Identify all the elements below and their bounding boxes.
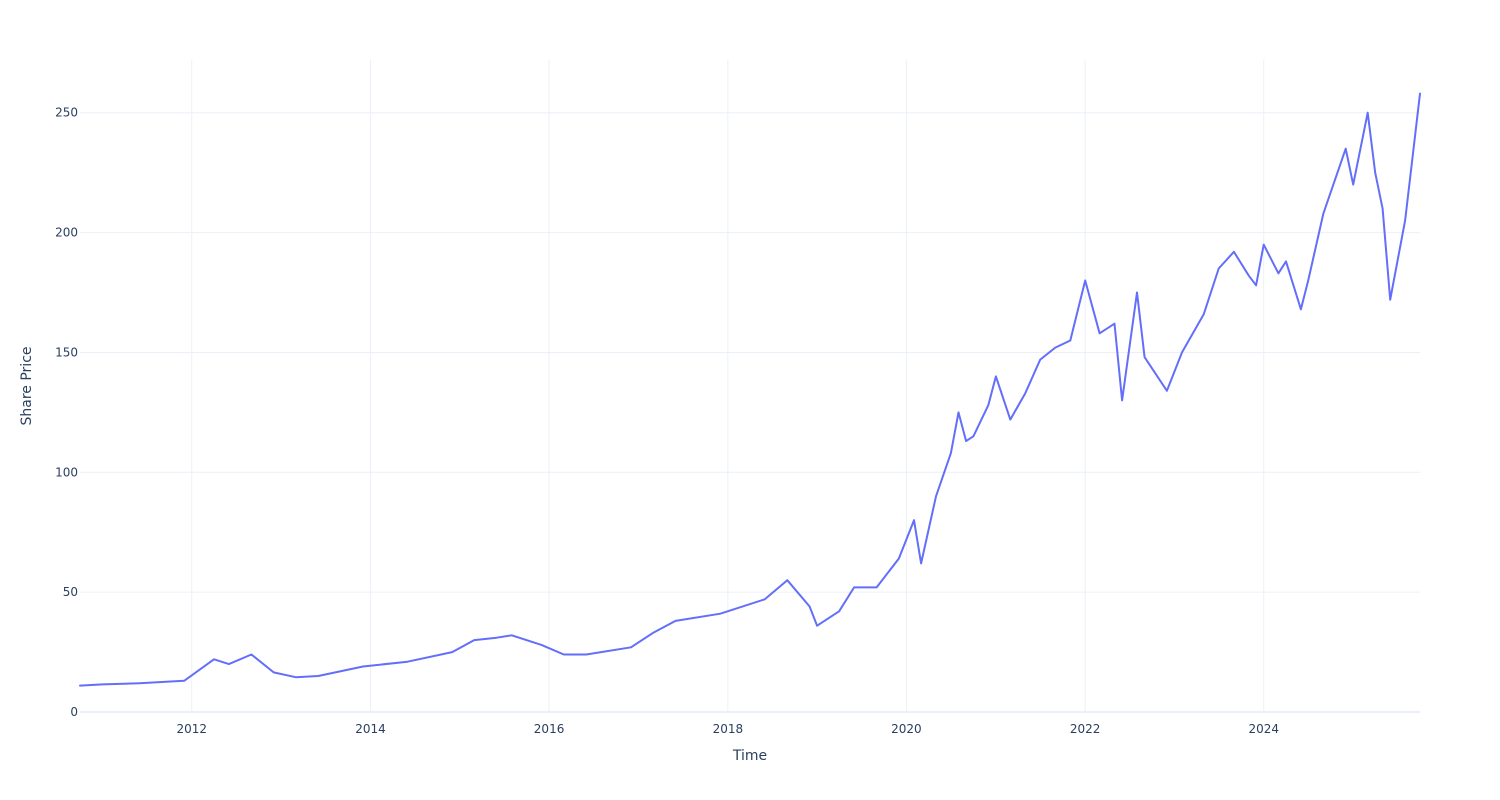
x-tick-label: 2018 <box>713 722 744 736</box>
tick-labels: 2012 2014 2016 2018 2020 2022 2024 0 50 100 150 200… <box>55 106 1279 736</box>
y-tick-label: 0 <box>70 705 78 719</box>
x-tick-label: 2024 <box>1248 722 1279 736</box>
y-tick-label: 200 <box>55 226 78 240</box>
y-tick-label: 150 <box>55 345 78 359</box>
x-tick-label: 2012 <box>176 722 207 736</box>
x-tick-label: 2016 <box>534 722 565 736</box>
x-axis-title: Time <box>732 748 767 764</box>
y-tick-label: 100 <box>55 465 78 479</box>
series-line <box>79 92 1421 687</box>
y-tick-label: 50 <box>63 585 78 599</box>
y-tick-label: 250 <box>55 106 78 120</box>
x-tick-label: 2022 <box>1070 722 1101 736</box>
y-axis-title: Share Price <box>19 346 35 425</box>
x-tick-label: 2020 <box>891 722 922 736</box>
gridlines <box>80 60 1420 713</box>
series-layer <box>79 92 1421 687</box>
x-tick-label: 2014 <box>355 722 386 736</box>
